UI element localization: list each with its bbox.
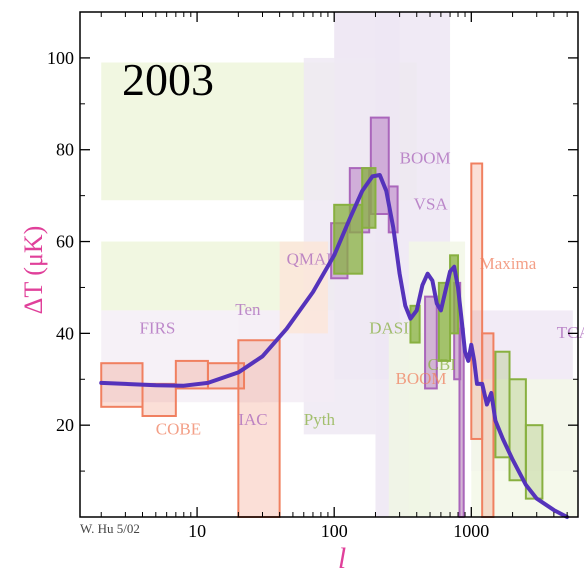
bg-shade-10: [388, 333, 431, 517]
y-axis-label: ΔT (μK): [19, 226, 48, 315]
band-power-boom-4: [458, 327, 465, 519]
experiment-label-3: DASI: [369, 318, 409, 337]
y-tick-label-1: 40: [56, 323, 74, 343]
x-axis-label: l: [338, 542, 346, 572]
experiment-labels: BOOMVSAMaximaDASICBIBOOMCOBEFIRSTenQMAPI…: [139, 149, 584, 439]
band-power-dasi-0: [333, 203, 364, 275]
band-power-maxima-1: [481, 332, 495, 519]
x-tick-label-0: 10: [188, 521, 206, 541]
experiment-label-6: COBE: [156, 419, 201, 438]
experiment-label-4: CBI: [428, 355, 457, 374]
experiment-label-10: IAC: [238, 410, 267, 429]
experiment-label-2: Maxima: [480, 254, 537, 273]
x-tick-label-2: 1000: [453, 521, 489, 541]
axis-ticks: 20 40 60 80 100 10 100 1000: [47, 12, 578, 541]
experiment-label-9: QMAP: [287, 250, 336, 269]
plot-frame: [79, 11, 579, 518]
theory-curve: [99, 173, 570, 519]
y-tick-label-3: 80: [56, 140, 74, 160]
band-power-maxima-0: [470, 162, 484, 440]
band-power-boxes: [100, 116, 544, 519]
y-tick-label-0: 20: [56, 415, 74, 435]
experiment-label-0: BOOM: [400, 149, 451, 168]
chart-title: 2003: [122, 54, 214, 105]
experiment-label-11: Pyth: [304, 410, 336, 429]
experiment-label-12: TCA: [557, 323, 584, 342]
y-tick-label-4: 100: [47, 48, 74, 68]
band-power-cobe-1: [141, 382, 177, 418]
band-power-boom-2: [424, 295, 438, 390]
experiment-label-5: BOOM: [396, 369, 447, 388]
credit-label: W. Hu 5/02: [80, 521, 140, 536]
x-tick-label-1: 100: [321, 521, 348, 541]
experiment-label-7: FIRS: [139, 318, 175, 337]
bg-shade-11: [279, 241, 328, 334]
experiment-label-8: Ten: [235, 300, 261, 319]
y-tick-label-2: 60: [56, 232, 74, 252]
band-power-dasi-2: [409, 304, 421, 344]
band-power-cbi-2: [524, 424, 544, 500]
experiment-label-1: VSA: [414, 194, 449, 213]
